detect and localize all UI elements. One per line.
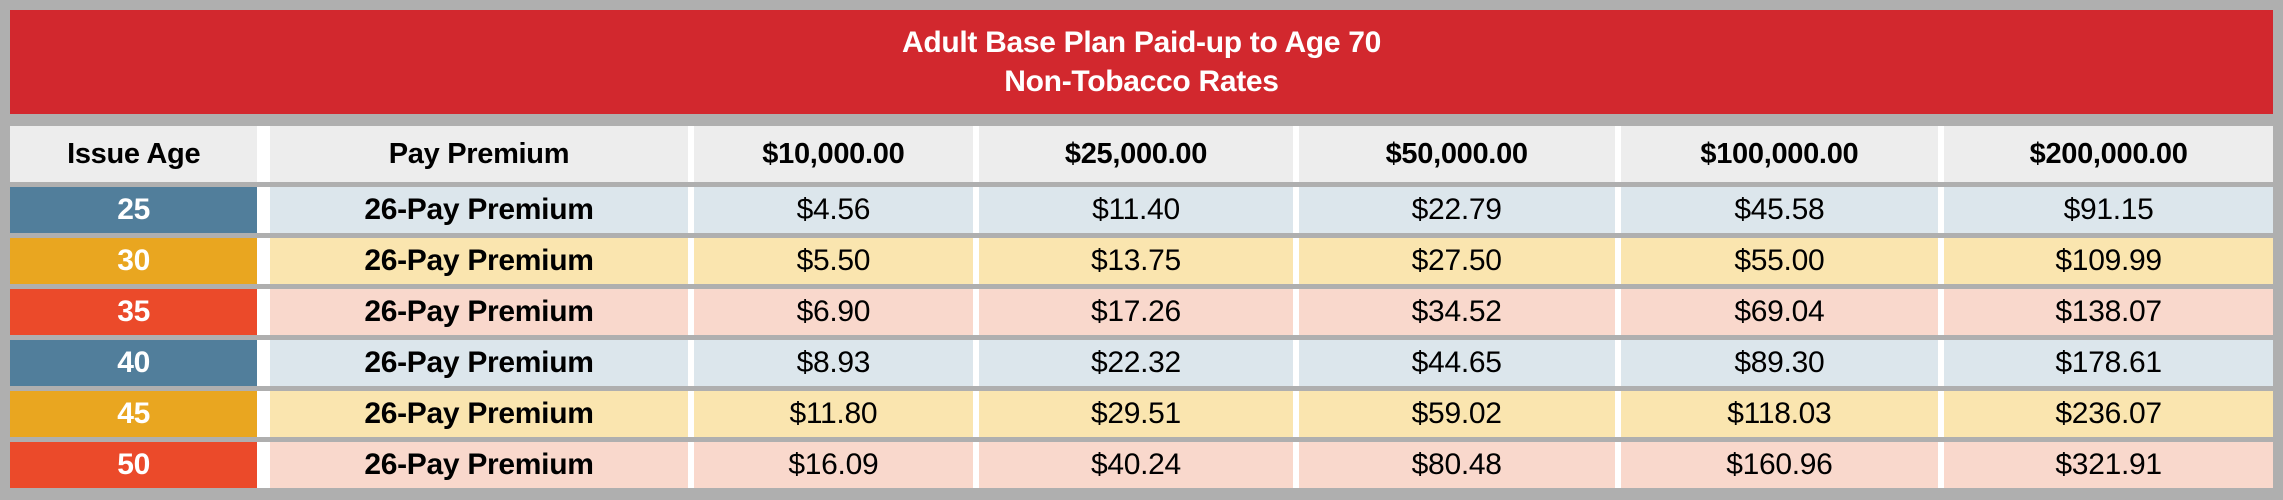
rate-cell: $118.03 [1620, 391, 1939, 437]
issue-age-cell: 50 [10, 442, 258, 488]
rate-cell: $34.52 [1298, 289, 1615, 335]
banner-subtitle: Non-Tobacco Rates [1004, 65, 1279, 98]
issue-age-cell: 40 [10, 340, 258, 386]
rate-cell: $22.32 [979, 340, 1293, 386]
pay-premium-cell: 26-Pay Premium [270, 340, 688, 386]
issue-age-cell: 45 [10, 391, 258, 437]
column-header-face-200000: $200,000.00 [1944, 126, 2273, 182]
rate-cell: $27.50 [1298, 238, 1615, 284]
pay-premium-cell: 26-Pay Premium [270, 187, 688, 233]
column-header-face-100000: $100,000.00 [1620, 126, 1939, 182]
rate-cell: $236.07 [1944, 391, 2273, 437]
rate-cell: $138.07 [1944, 289, 2273, 335]
rate-cell: $11.40 [979, 187, 1293, 233]
issue-age-cell: 35 [10, 289, 258, 335]
rate-cell: $13.75 [979, 238, 1293, 284]
pay-premium-cell: 26-Pay Premium [270, 238, 688, 284]
issue-age-cell: 30 [10, 238, 258, 284]
rate-cell: $8.93 [693, 340, 974, 386]
column-header-face-50000: $50,000.00 [1298, 126, 1615, 182]
table-row-age-25: 25 26-Pay Premium $4.56 $11.40 $22.79 $4… [10, 187, 2273, 233]
banner: Adult Base Plan Paid-up to Age 70 Non-To… [10, 10, 2273, 114]
rate-cell: $40.24 [979, 442, 1293, 488]
rate-cell: $89.30 [1620, 340, 1939, 386]
issue-age-cell: 25 [10, 187, 258, 233]
column-header-issue-age: Issue Age [10, 126, 258, 182]
rate-cell: $17.26 [979, 289, 1293, 335]
rate-cell: $160.96 [1620, 442, 1939, 488]
banner-title: Adult Base Plan Paid-up to Age 70 [901, 26, 1382, 59]
rate-cell: $16.09 [693, 442, 974, 488]
rate-cell: $29.51 [979, 391, 1293, 437]
column-header-face-25000: $25,000.00 [979, 126, 1293, 182]
column-header-face-10000: $10,000.00 [693, 126, 974, 182]
pay-premium-cell: 26-Pay Premium [270, 442, 688, 488]
table-row-age-45: 45 26-Pay Premium $11.80 $29.51 $59.02 $… [10, 391, 2273, 437]
rate-cell: $80.48 [1298, 442, 1615, 488]
rate-cell: $109.99 [1944, 238, 2273, 284]
rate-cell: $91.15 [1944, 187, 2273, 233]
column-header-pay-premium: Pay Premium [270, 126, 688, 182]
table-row-age-50: 50 26-Pay Premium $16.09 $40.24 $80.48 $… [10, 442, 2273, 488]
rate-cell: $11.80 [693, 391, 974, 437]
rate-cell: $45.58 [1620, 187, 1939, 233]
table-row-age-40: 40 26-Pay Premium $8.93 $22.32 $44.65 $8… [10, 340, 2273, 386]
rate-cell: $59.02 [1298, 391, 1615, 437]
rate-cell: $44.65 [1298, 340, 1615, 386]
rate-cell: $5.50 [693, 238, 974, 284]
header-row: Issue Age Pay Premium $10,000.00 $25,000… [10, 126, 2273, 182]
pay-premium-cell: 26-Pay Premium [270, 289, 688, 335]
pay-premium-cell: 26-Pay Premium [270, 391, 688, 437]
rate-cell: $4.56 [693, 187, 974, 233]
table-row-age-35: 35 26-Pay Premium $6.90 $17.26 $34.52 $6… [10, 289, 2273, 335]
rate-cell: $69.04 [1620, 289, 1939, 335]
rate-cell: $6.90 [693, 289, 974, 335]
rate-cell: $321.91 [1944, 442, 2273, 488]
rate-cell: $55.00 [1620, 238, 1939, 284]
rate-cell: $22.79 [1298, 187, 1615, 233]
table-row-age-30: 30 26-Pay Premium $5.50 $13.75 $27.50 $5… [10, 238, 2273, 284]
rate-cell: $178.61 [1944, 340, 2273, 386]
